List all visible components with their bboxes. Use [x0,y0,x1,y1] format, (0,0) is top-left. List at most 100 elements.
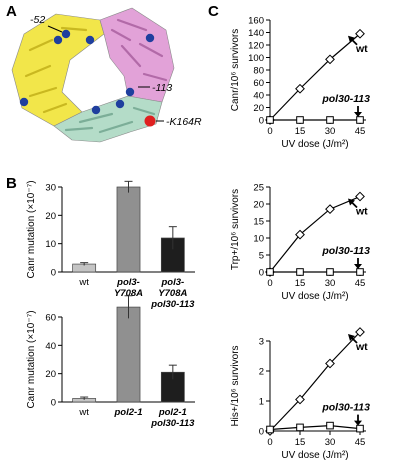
point-square [266,116,274,124]
arrowhead-wt [348,334,355,341]
y-tick-label: 10 [253,234,264,245]
y-tick-label: 5 [259,251,264,262]
arrowhead-pol30 [354,112,362,117]
point-square [296,268,304,276]
y-tick-label: 140 [248,28,264,39]
leader-52 [47,25,63,33]
point-diamond [355,28,365,39]
y-tick-label: 30 [45,183,56,194]
point-diamond [325,358,335,369]
y-tick-label: 0 [259,427,264,438]
y-tick-label: 20 [253,200,264,211]
beta-strand [138,42,164,58]
beta-strand [142,72,168,82]
y-tick-label: 0 [259,268,264,279]
beta-strand [98,120,134,134]
x-tick-label: 45 [355,437,366,448]
series-line [269,331,361,432]
point-diamond [355,191,365,202]
label-52: -52 [30,14,45,26]
residue-marker [145,33,155,43]
y-tick-label: 15 [253,217,264,228]
category-label: wt [78,407,89,418]
x-tick-label: 0 [267,437,272,448]
residue-marker [53,35,63,45]
point-square [266,425,274,434]
x-tick-label: 15 [295,126,306,137]
beta-strands [24,18,168,134]
arrowhead-pol30 [354,420,362,426]
x-tick-label: 15 [295,437,306,448]
category-label: pol30-113 [150,418,195,429]
bar-chart-1: 0 20 40 60 Canr mutation (×10⁻⁷) wt pol2-1 pol2… [26,295,195,429]
x-tick-label: 45 [355,278,366,289]
point-square [326,421,334,430]
y-tick-label: 0 [51,268,56,279]
series-label-wt: wt [355,43,368,55]
beta-strand [28,86,58,98]
point-square [326,116,334,124]
residue-marker [61,29,71,39]
point-square [296,116,304,124]
series-label-pol30: pol30-113 [321,93,370,105]
point-square [356,116,364,124]
category-label: pol3- [116,277,140,288]
y-tick-label: 20 [45,211,56,222]
panel-label-c: C [208,3,219,20]
bar-chart-0: 0 10 20 30 Canr mutation (×10⁻⁷) wt pol3-Y708A… [26,180,195,310]
y-tick-label: 3 [259,337,264,348]
y-tick-label: 25 [253,183,264,194]
category-label: pol2-1 [158,407,187,418]
beta-strand [28,38,54,52]
series-line [269,195,361,273]
residue-marker [125,87,135,97]
beta-strand [64,126,94,132]
y-axis-title: His+/10⁶ survivors [230,345,241,426]
y-tick-label: 0 [51,398,56,409]
x-axis-title: UV dose (J/m²) [281,139,348,150]
point-square [326,268,334,276]
line-chart-3: 0 5 10 15 20 25 0 15 30 45 UV dose (J/m²) Trp+/10⁶ … [230,183,370,303]
x-axis-title: UV dose (J/m²) [281,450,348,461]
series-line [269,33,361,121]
y-axis-title: Trp+/10⁶ survivors [230,189,241,270]
point-diamond [325,54,335,65]
beta-strand [24,64,52,78]
series-label-wt: wt [355,341,368,353]
y-tick-label: 120 [248,41,264,52]
residue-marker [91,105,101,115]
beta-strand [60,26,88,32]
y-tick-label: 160 [248,16,264,27]
bar [116,186,141,273]
y-tick-label: 0 [259,116,264,127]
beta-strand [110,28,132,42]
y-tick-label: 20 [45,369,56,380]
x-tick-label: 45 [355,126,366,137]
residue-marker [85,35,95,45]
y-tick-label: 2 [259,367,264,378]
beta-strand [78,112,114,124]
residue-markers [19,29,156,127]
series-label-pol30: pol30-113 [321,402,370,414]
y-axis-title: Canr mutation (×10⁻⁷) [26,180,37,278]
category-label: Y708A [114,288,143,299]
x-tick-label: 30 [325,437,336,448]
point-diamond [295,83,305,94]
label-k164r: -K164R [166,116,202,128]
point-diamond [295,394,305,405]
y-tick-label: 1 [259,397,264,408]
category-label: wt [78,277,89,288]
point-square [356,268,364,276]
point-diamond [325,204,335,215]
residue-marker [115,99,125,109]
label-113: -113 [152,82,172,94]
panel-label-b: B [6,175,17,192]
category-label: pol30-113 [150,299,195,310]
y-tick-label: 80 [253,66,264,77]
point-square [266,268,274,276]
arrowhead-wt [348,198,355,206]
beta-strand [132,106,156,116]
arrowhead-wt [348,35,355,43]
y-tick-label: 10 [45,239,56,250]
